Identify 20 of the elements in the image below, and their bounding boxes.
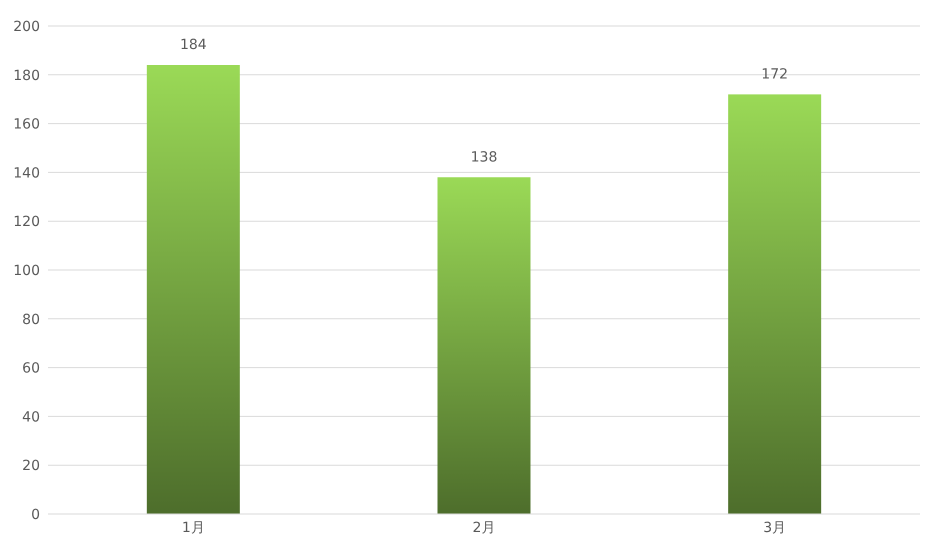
y-tick-label: 20 (22, 458, 40, 474)
y-tick-label: 140 (13, 165, 40, 182)
x-tick-label: 2月 (472, 520, 496, 536)
y-tick-label: 160 (13, 116, 40, 133)
y-tick-label: 120 (13, 214, 40, 230)
y-tick-label: 180 (13, 68, 40, 84)
y-tick-label: 100 (13, 262, 40, 279)
bar (728, 94, 822, 514)
x-tick-label: 3月 (763, 520, 786, 536)
data-label: 138 (470, 149, 498, 166)
x-tick-label: 1月 (182, 520, 205, 536)
data-label: 172 (761, 66, 788, 82)
y-tick-label: 80 (22, 312, 40, 328)
y-tick-label: 200 (13, 18, 40, 35)
bar (146, 65, 240, 514)
bar (437, 177, 530, 514)
y-tick-label: 60 (22, 360, 40, 377)
y-tick-label: 0 (31, 506, 40, 523)
y-tick-label: 40 (22, 409, 40, 426)
data-label: 184 (180, 37, 207, 54)
